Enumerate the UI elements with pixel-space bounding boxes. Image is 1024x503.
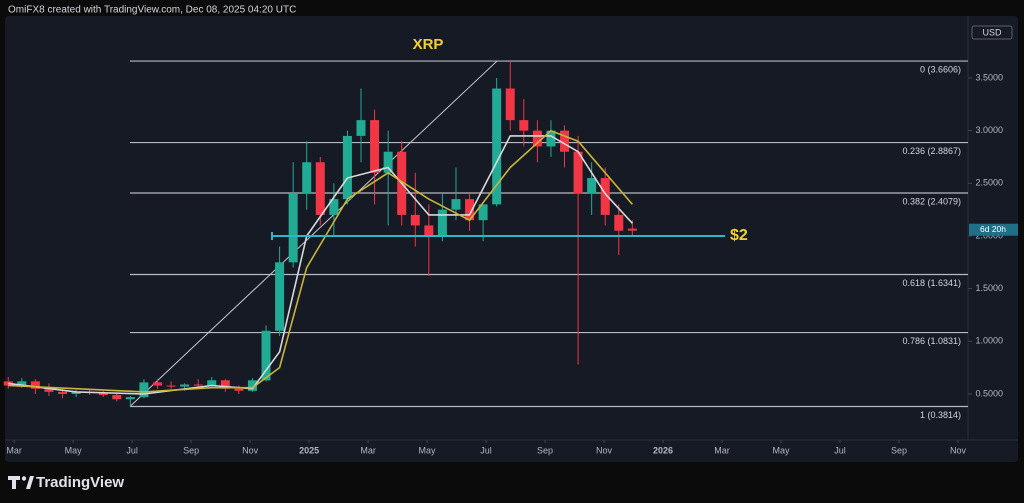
y-tick-label: 3.0000 bbox=[975, 125, 1003, 135]
fib-level-label: 0.382 (2.4079) bbox=[902, 196, 961, 206]
currency-box bbox=[971, 25, 1013, 40]
candle-body bbox=[370, 120, 380, 173]
candle-body bbox=[627, 228, 637, 231]
candle-body bbox=[207, 380, 217, 386]
candle-body bbox=[139, 382, 149, 398]
fib-level-label: 1 (0.3814) bbox=[920, 410, 961, 420]
fib-trend-line bbox=[129, 60, 498, 407]
y-tick-label: 0.5000 bbox=[975, 388, 1003, 398]
x-tick-label: Sep bbox=[183, 445, 199, 455]
candle-body bbox=[166, 385, 176, 387]
moving-average bbox=[8, 129, 634, 393]
x-tick-label: 2025 bbox=[299, 445, 319, 455]
x-tick-label: Sep bbox=[537, 445, 553, 455]
fib-level-label: 0.236 (2.8867) bbox=[902, 146, 961, 156]
candle-body bbox=[302, 162, 312, 194]
x-tick-label: Jul bbox=[480, 445, 492, 455]
x-tick-label: Nov bbox=[242, 445, 259, 455]
candle-body bbox=[275, 262, 285, 331]
candle-body bbox=[519, 120, 529, 131]
support-label: $2 bbox=[730, 227, 748, 244]
candle-body bbox=[492, 88, 502, 205]
candle-body bbox=[261, 330, 271, 381]
x-tick-label: Mar bbox=[360, 445, 376, 455]
candle-body bbox=[315, 162, 325, 215]
candle-body bbox=[180, 384, 190, 387]
candle-body bbox=[573, 151, 583, 194]
x-tick-label: Jul bbox=[834, 445, 846, 455]
y-tick-label: 1.0000 bbox=[975, 336, 1003, 346]
candle-body bbox=[437, 209, 447, 236]
candle-body bbox=[478, 204, 488, 221]
candle-body bbox=[44, 388, 54, 392]
candle-body bbox=[58, 391, 68, 394]
candle-body bbox=[587, 178, 597, 194]
candle-body bbox=[288, 193, 298, 263]
candle-body bbox=[546, 130, 556, 147]
x-tick-label: Nov bbox=[596, 445, 613, 455]
x-tick-label: May bbox=[772, 445, 790, 455]
candle-body bbox=[465, 199, 475, 221]
candle-body bbox=[410, 214, 420, 226]
candle-body bbox=[505, 88, 515, 121]
candle-body bbox=[193, 384, 203, 386]
x-tick-label: 2026 bbox=[653, 445, 673, 455]
candle-body bbox=[71, 391, 81, 394]
countdown-box bbox=[969, 223, 1018, 236]
candle-body bbox=[152, 382, 162, 386]
candle-body bbox=[451, 199, 461, 210]
x-tick-label: Nov bbox=[950, 445, 967, 455]
y-tick-label: 1.5000 bbox=[975, 283, 1003, 293]
candle-body bbox=[600, 178, 610, 215]
candle-body bbox=[112, 395, 122, 400]
x-tick-label: Mar bbox=[6, 445, 22, 455]
candle-body bbox=[614, 214, 624, 231]
x-tick-label: Sep bbox=[891, 445, 907, 455]
brand-name: TradingView bbox=[36, 474, 124, 491]
x-tick-label: May bbox=[419, 445, 437, 455]
candle-body bbox=[560, 130, 570, 152]
candle-body bbox=[329, 199, 339, 215]
candle-body bbox=[98, 392, 108, 396]
candle-body bbox=[424, 225, 434, 236]
x-tick-label: Mar bbox=[714, 445, 730, 455]
brand-logo bbox=[8, 476, 34, 489]
candle-body bbox=[234, 388, 244, 391]
currency-label: USD bbox=[982, 27, 1002, 37]
candle-body bbox=[30, 381, 40, 389]
candle-body bbox=[342, 135, 352, 200]
y-tick-label: 2.5000 bbox=[975, 178, 1003, 188]
x-tick-label: Jul bbox=[126, 445, 138, 455]
candle-body bbox=[220, 380, 230, 389]
fib-level-label: 0.618 (1.6341) bbox=[902, 278, 961, 288]
x-tick-label: May bbox=[65, 445, 83, 455]
candle-body bbox=[247, 380, 257, 391]
header-text: OmiFX8 created with TradingView.com, Dec… bbox=[8, 5, 296, 16]
y-tick-label: 3.5000 bbox=[975, 72, 1003, 82]
candle-body bbox=[17, 381, 27, 386]
candle-body bbox=[125, 397, 135, 400]
fib-level-label: 0 (3.6606) bbox=[920, 64, 961, 74]
chart-panel bbox=[5, 16, 1018, 462]
candle-body bbox=[532, 130, 542, 147]
candle-body bbox=[383, 151, 393, 173]
countdown-label: 6d 20h bbox=[980, 224, 1006, 234]
chart-title: XRP bbox=[413, 36, 444, 53]
fib-level-label: 0.786 (1.0831) bbox=[902, 336, 961, 346]
candle-body bbox=[356, 120, 366, 136]
